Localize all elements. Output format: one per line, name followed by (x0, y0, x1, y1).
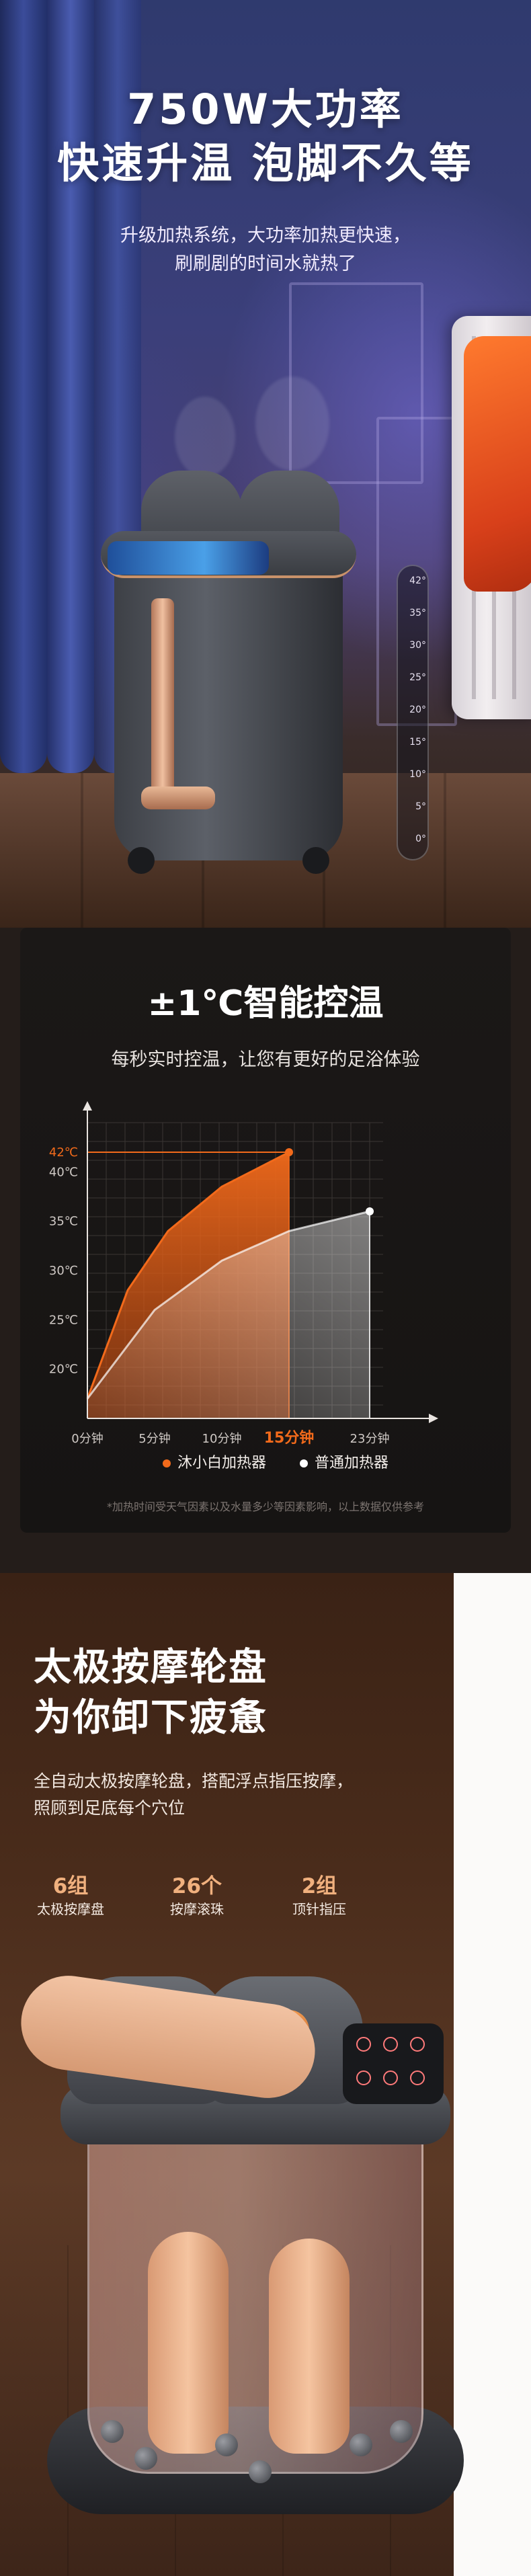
hero-subtitle-line2: 刷刷剧的时间水就热了 (175, 253, 356, 274)
thermo-tick: 15° (409, 737, 426, 748)
stat-value: 26个 (171, 1874, 222, 1898)
y-tick-label: 42℃ (49, 1145, 78, 1160)
thermo-tick: 42° (409, 575, 426, 586)
foot (148, 2232, 229, 2454)
hero-subtitle-line1: 升级加热系统，大功率加热更快速， (120, 225, 411, 246)
x-tick-label: 0分钟 (71, 1432, 103, 1446)
temp-control-subtitle: 每秒实时控温，让您有更好的足浴体验 (111, 1049, 420, 1070)
temperature-chart: 42℃ 40℃ 35℃ 30℃ 25℃ 20℃ 0分钟 5分钟 10分钟 15分钟 23分钟 (49, 1101, 438, 1447)
curtain (0, 0, 47, 773)
foot-bath-product (101, 471, 356, 874)
temp-control-card: ±1℃智能控温 每秒实时控温，让您有更好的足浴体验 42℃ 40℃ 35℃ 30℃ 25… (20, 928, 511, 1533)
white-margin (454, 1573, 531, 2576)
stat-label: 按摩滚珠 (170, 1901, 224, 1917)
series-line-primary (86, 1151, 290, 1400)
temp-control-section: ±1℃智能控温 每秒实时控温，让您有更好的足浴体验 42℃ 40℃ 35℃ 30℃ 25… (0, 928, 531, 1573)
y-tick-label: 40℃ (49, 1165, 78, 1179)
temp-control-title: ±1℃智能控温 (147, 983, 384, 1024)
massage-text-line1: 全自动太极按摩轮盘，搭配浮点指压按摩， (34, 1771, 354, 1791)
steam (255, 376, 329, 471)
y-tick-label: 25℃ (49, 1313, 78, 1327)
y-tick-label: 30℃ (49, 1264, 78, 1278)
control-panel (108, 541, 269, 575)
x-tick-label: 10分钟 (202, 1432, 242, 1446)
stat-label: 太极按摩盘 (37, 1901, 104, 1917)
series-line-secondary (86, 1210, 370, 1400)
wall-panel (289, 282, 423, 484)
hero-section: 750W大功率 快速升温 泡脚不久等 升级加热系统，大功率加热更快速， 刷刷剧的… (0, 0, 531, 928)
massage-text-line2: 照顾到足底每个穴位 (34, 1798, 186, 1818)
series-area-secondary (87, 1211, 370, 1418)
thermo-tick: 10° (409, 769, 426, 780)
stat-value: 6组 (52, 1874, 89, 1898)
thermo-tick: 5° (415, 801, 426, 812)
steam (175, 397, 235, 477)
stat-label: 顶针指压 (292, 1901, 346, 1917)
thermometer: 42° 35° 30° 25° 20° 15° 10° 5° 0° (397, 565, 429, 860)
control-panel (343, 2023, 444, 2104)
thermo-tick: 0° (415, 834, 426, 844)
x-tick-label: 5分钟 (138, 1432, 170, 1446)
legend-dot-secondary (300, 1459, 308, 1467)
thermo-tick: 35° (409, 608, 426, 618)
y-axis-arrow (83, 1101, 92, 1111)
foot (269, 2239, 350, 2454)
y-tick-label: 20℃ (49, 1363, 78, 1377)
orange-towel (464, 336, 531, 592)
chart-footnote: *加热时间受天气因素以及水量多少等因素影响，以上数据仅供参考 (106, 1500, 424, 1513)
hero-title-line1: 750W大功率 (127, 85, 404, 134)
thermo-tick: 30° (409, 640, 426, 651)
x-tick-label: 15分钟 (264, 1429, 315, 1447)
legend-item-secondary: 普通加热器 (300, 1451, 389, 1472)
legend-dot-primary (163, 1459, 171, 1467)
x-tick-label: 23分钟 (350, 1432, 390, 1446)
handle (151, 598, 174, 800)
endpoint-marker (366, 1207, 374, 1215)
curtain (47, 0, 94, 773)
hero-title-line2: 快速升温 泡脚不久等 (57, 138, 474, 188)
x-axis-arrow (429, 1414, 438, 1423)
stat-value: 2组 (301, 1874, 337, 1898)
thermo-tick: 20° (409, 705, 426, 715)
legend-label-primary: 沐小白加热器 (177, 1455, 267, 1472)
massage-title-line2: 为你卸下疲惫 (34, 1696, 268, 1740)
legend-label-secondary: 普通加热器 (315, 1455, 389, 1472)
massage-title-line1: 太极按摩轮盘 (34, 1646, 268, 1689)
legend-item-primary: 沐小白加热器 (163, 1451, 266, 1472)
y-tick-label: 35℃ (49, 1215, 78, 1229)
thermo-tick: 25° (409, 672, 426, 683)
